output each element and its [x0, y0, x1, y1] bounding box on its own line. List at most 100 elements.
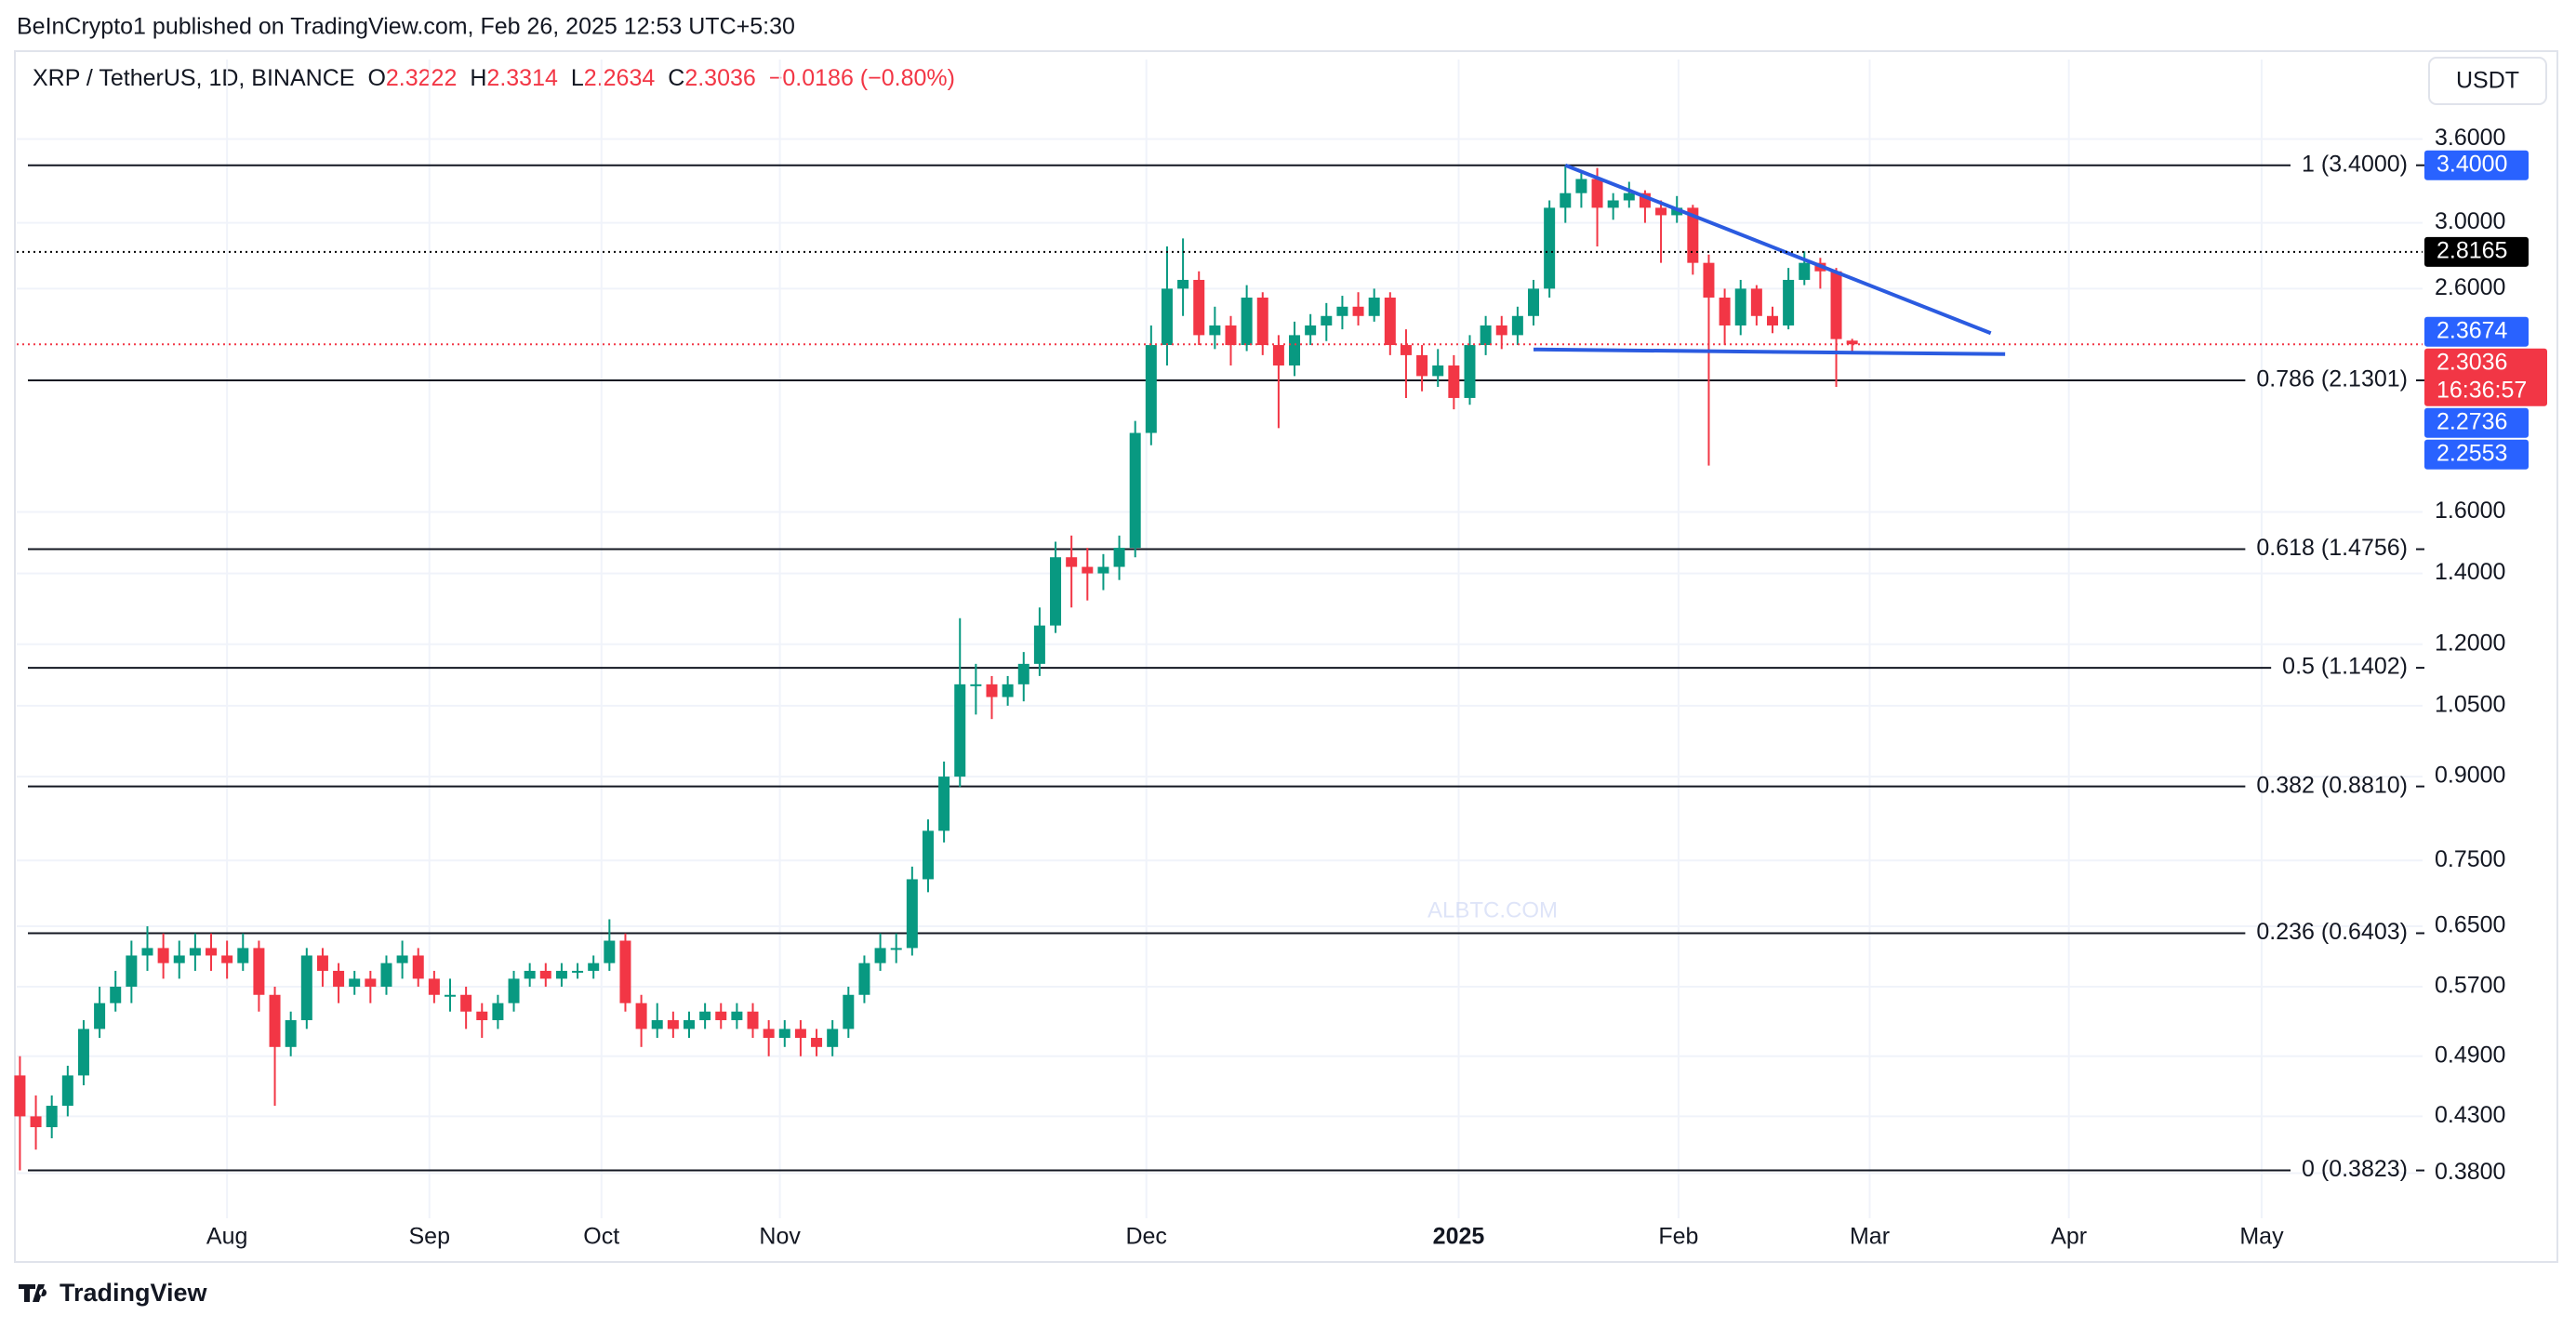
candle-body: [778, 1029, 790, 1039]
price-badge-label: 2.2736: [2437, 408, 2507, 434]
ohlc-value: 2.3222: [386, 65, 457, 91]
price-badge-label: 2.8165: [2437, 237, 2507, 263]
candle-body: [46, 1106, 58, 1128]
fib-label: 1 (3.4000): [2302, 151, 2408, 177]
candle-body: [189, 948, 201, 956]
logo-mark: [19, 1284, 47, 1302]
candle-body: [1591, 179, 1603, 208]
candle-body: [476, 1011, 488, 1020]
x-tick-label: Aug: [206, 1224, 247, 1250]
y-tick-label: 0.7500: [2435, 846, 2505, 872]
y-tick-label: 3.0000: [2435, 208, 2505, 234]
price-badge-label: 2.2553: [2437, 440, 2507, 466]
candle-body: [1528, 288, 1540, 316]
candle-body: [1607, 200, 1619, 208]
y-tick-label: 1.4000: [2435, 559, 2505, 585]
candle-body: [1750, 288, 1762, 316]
ohlc-letter: H: [470, 65, 486, 91]
x-tick-label: Nov: [759, 1224, 801, 1250]
candle-body: [1655, 207, 1667, 216]
currency-button[interactable]: USDT: [2428, 57, 2547, 105]
trendline: [1533, 347, 2006, 356]
candle-body: [699, 1011, 711, 1020]
ohlc-value: 2.2634: [584, 65, 656, 91]
candle-body: [572, 970, 584, 973]
currency-label[interactable]: USDT: [2456, 68, 2519, 94]
candle-body: [110, 987, 122, 1003]
candle-body: [1766, 315, 1778, 325]
candle-body: [858, 963, 870, 995]
y-tick-label: 0.3800: [2435, 1159, 2505, 1185]
candle-body: [1830, 271, 1842, 339]
candle-body: [1082, 566, 1094, 574]
candle-body: [237, 948, 249, 963]
candle-body: [811, 1038, 823, 1047]
candle-body: [1687, 207, 1699, 263]
y-tick-label: 1.0500: [2435, 691, 2505, 717]
y-tick-label: 1.2000: [2435, 630, 2505, 656]
candle-body: [1416, 354, 1428, 377]
candle-body: [954, 684, 966, 777]
currency-button-frame[interactable]: [2428, 57, 2547, 105]
candle-body: [30, 1116, 42, 1128]
brand-name: TradingView: [60, 1279, 208, 1307]
candle-body: [1671, 207, 1683, 216]
candle-body: [1289, 335, 1301, 366]
candle-body: [922, 830, 934, 880]
candle-body: [173, 955, 185, 963]
price-badge: [2424, 236, 2529, 267]
price-badge-label: 2.3036: [2437, 349, 2507, 375]
x-tick-label: Apr: [2051, 1224, 2087, 1250]
candle-body: [1050, 557, 1062, 626]
candle-body: [333, 970, 345, 988]
candle-body: [1002, 684, 1014, 697]
candle-body: [221, 955, 233, 963]
candle-body: [1193, 279, 1205, 336]
published-line: BeInCrypto1 published on TradingView.com…: [17, 14, 795, 40]
price-badge: [2424, 439, 2529, 470]
candle-body: [1511, 315, 1523, 336]
x-tick-label: 2025: [1433, 1224, 1485, 1250]
candle-body: [412, 955, 424, 979]
candle-body: [316, 955, 328, 971]
candle-body: [77, 1029, 89, 1076]
x-tick-label: Sep: [408, 1224, 449, 1250]
y-tick-label: 0.4300: [2435, 1102, 2505, 1128]
watermark: ALBTC.COM: [1427, 897, 1558, 923]
candle-body: [61, 1075, 73, 1107]
candle-body: [588, 963, 600, 971]
candle-body: [1272, 345, 1284, 366]
candle-body: [1384, 297, 1396, 346]
candle-body: [827, 1029, 839, 1047]
candle-body: [1256, 297, 1268, 346]
y-tick-label: 2.6000: [2435, 274, 2505, 300]
candle-body: [1480, 325, 1492, 346]
candle-body: [126, 955, 138, 988]
candle-body: [349, 978, 361, 988]
candle-body: [651, 1019, 663, 1029]
fib-label: 0.5 (1.1402): [2282, 654, 2408, 680]
candle-body: [14, 1075, 26, 1117]
candle-body: [1734, 288, 1746, 325]
price-badge: [2424, 150, 2529, 180]
symbol: XRP / TetherUS, 1D, BINANCE: [33, 65, 354, 91]
candle-body: [1225, 325, 1237, 346]
candle-body: [555, 970, 567, 979]
candle-body: [1783, 279, 1795, 325]
change: −0.0186 (−0.80%): [769, 65, 955, 91]
candle-body: [460, 994, 472, 1012]
candle-body: [619, 940, 631, 1003]
candle-body: [986, 684, 998, 697]
candle-body: [285, 1019, 297, 1047]
candle-body: [206, 948, 218, 956]
price-badge: [2424, 407, 2529, 438]
brand-logo: TradingView: [19, 1279, 208, 1307]
fib-label: 0 (0.3823): [2302, 1156, 2408, 1182]
candle-body: [874, 948, 886, 963]
candle-body: [890, 948, 902, 950]
plot: 3.6000 3.0000 2.6000 1.6000 1.4000 1.2000 1.05…: [14, 60, 2547, 1250]
candle-body: [1097, 566, 1109, 574]
candle-body: [253, 948, 265, 995]
